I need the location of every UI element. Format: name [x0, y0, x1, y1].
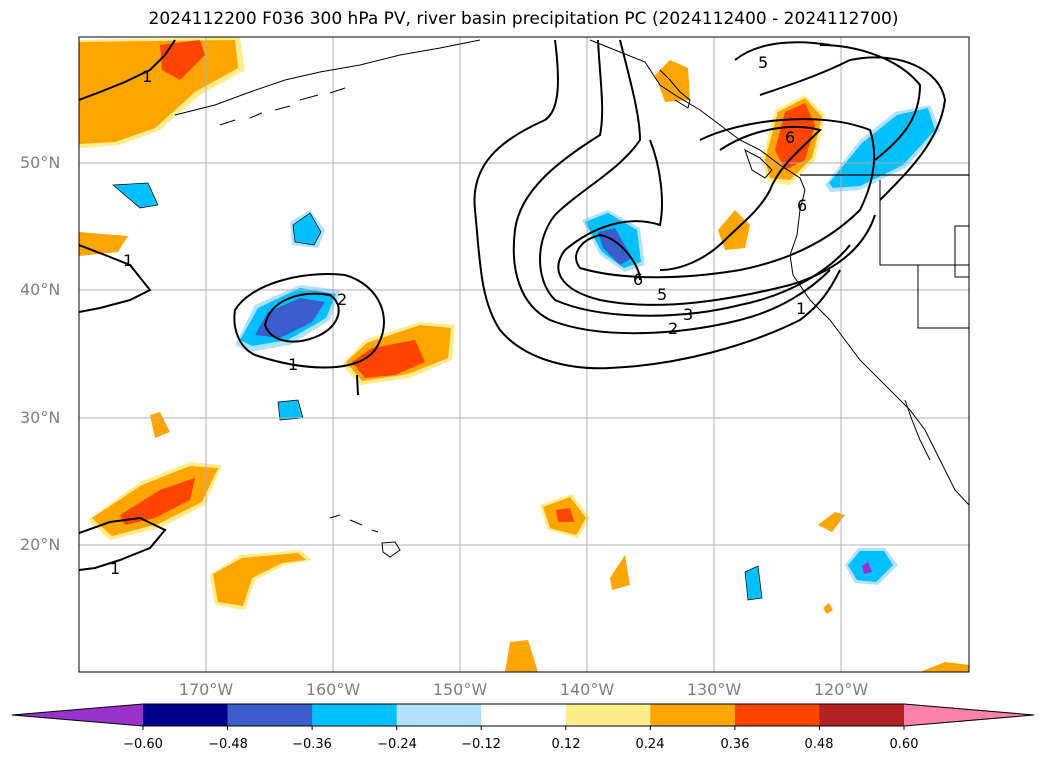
lon-label: 120°W — [813, 680, 869, 699]
positive-anomaly-region — [556, 508, 574, 522]
lat-label: 50°N — [20, 153, 61, 172]
positive-anomaly-region — [120, 478, 195, 525]
colorbar-cell — [481, 704, 567, 726]
contour-label: 1 — [123, 251, 133, 270]
positive-anomaly-region — [79, 232, 128, 256]
positive-anomaly-region — [352, 340, 425, 378]
lon-label: 150°W — [432, 680, 488, 699]
negative-anomaly-region — [277, 399, 304, 421]
colorbar-cell — [312, 704, 398, 726]
colorbar-cells — [143, 704, 905, 726]
lon-label: 170°W — [178, 680, 234, 699]
lon-label: 140°W — [559, 680, 615, 699]
negative-anomaly-region — [112, 182, 159, 209]
positive-anomaly-region — [79, 40, 238, 144]
colorbar-cell — [396, 704, 482, 726]
positive-anomaly-region — [718, 210, 750, 250]
map-title: 2024112200 F036 300 hPa PV, river basin … — [148, 9, 899, 29]
contour-label: 1 — [288, 355, 298, 374]
colorbar-tick-label: 0.12 — [551, 737, 581, 752]
map-frame — [78, 36, 970, 673]
colorbar-tick-label: 0.48 — [804, 737, 834, 752]
colorbar-extend-max — [904, 704, 1034, 726]
negative-anomaly-region — [255, 298, 325, 338]
contour-label: 5 — [657, 285, 667, 304]
negative-anomaly-region — [829, 108, 935, 188]
pv-contours — [79, 39, 947, 571]
negative-anomaly-region — [862, 562, 872, 574]
contour-label: 2 — [668, 319, 678, 338]
positive-anomaly-region — [213, 553, 306, 606]
colorbar-tick-label: 0.60 — [889, 737, 919, 752]
positive-anomaly-region — [920, 662, 969, 672]
contour-label: 1 — [796, 299, 806, 318]
negative-anomaly-region — [848, 551, 893, 582]
colorbar-cell — [565, 704, 651, 726]
coastlines — [174, 39, 969, 558]
colorbar-tick-label: −0.12 — [461, 737, 501, 752]
negative-anomaly-region — [292, 212, 322, 246]
colorbar-cell — [819, 704, 905, 726]
contour-label: 1 — [142, 67, 152, 86]
positive-anomaly-region — [818, 512, 845, 532]
lat-label: 30°N — [20, 408, 61, 427]
colorbar-tick-label: −0.48 — [208, 737, 248, 752]
contour-label: 3 — [683, 305, 693, 324]
lon-label: 130°W — [686, 680, 742, 699]
lat-label: 20°N — [20, 535, 61, 554]
positive-anomaly-region — [823, 603, 833, 614]
positive-anomaly-region — [655, 60, 690, 102]
colorbar-tick-label: −0.36 — [292, 737, 332, 752]
colorbar-cell — [734, 704, 820, 726]
contour-label: 6 — [633, 270, 643, 289]
colorbar-tick-label: −0.24 — [377, 737, 417, 752]
contour-labels: 1 1 1 1 1 2 3 5 5 6 6 6 2 — [110, 53, 807, 578]
contour-label: 5 — [758, 53, 768, 72]
colorbar — [11, 703, 1035, 730]
contour-label: 6 — [797, 196, 807, 215]
colorbar-cell — [227, 704, 313, 726]
precip-anomaly-shading — [79, 37, 969, 672]
colorbar-tick-label: 0.24 — [635, 737, 665, 752]
positive-anomaly-region — [505, 640, 538, 672]
colorbar-tick-label: −0.60 — [123, 737, 163, 752]
negative-anomaly-region — [744, 565, 763, 601]
lat-label: 40°N — [20, 280, 61, 299]
contour-label: 6 — [785, 128, 795, 147]
colorbar-cell — [650, 704, 736, 726]
contour-label: 1 — [110, 559, 120, 578]
lon-label: 160°W — [305, 680, 361, 699]
graticule — [79, 37, 969, 672]
contour-label: 2 — [337, 290, 347, 309]
colorbar-cell — [143, 704, 229, 726]
colorbar-tick-label: 0.36 — [720, 737, 750, 752]
positive-anomaly-region — [150, 412, 170, 438]
positive-anomaly-region — [610, 555, 630, 590]
positive-anomaly-region — [160, 40, 205, 80]
colorbar-extend-min — [12, 704, 143, 726]
